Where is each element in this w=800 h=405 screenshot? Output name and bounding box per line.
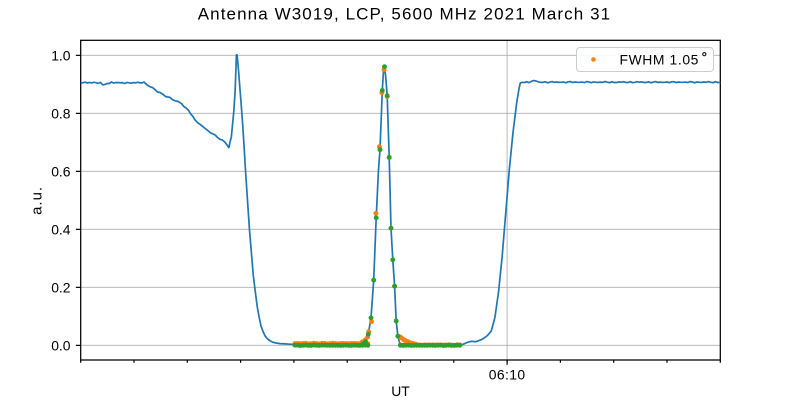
svg-text:06:10: 06:10 [489,367,526,383]
svg-text:a.u.: a.u. [29,186,46,215]
svg-text:0.0: 0.0 [51,337,71,353]
svg-text:Antenna W3019, LCP, 5600 MHz 2: Antenna W3019, LCP, 5600 MHz 2021 March … [198,4,612,23]
svg-text:0.2: 0.2 [51,279,71,295]
svg-text:FWHM 1.05: FWHM 1.05 [620,51,700,67]
svg-text:0.4: 0.4 [51,221,71,237]
svg-text:1.0: 1.0 [51,47,71,63]
svg-text:0.6: 0.6 [51,163,71,179]
svg-text:0.8: 0.8 [51,105,71,121]
svg-text:UT: UT [391,383,410,399]
